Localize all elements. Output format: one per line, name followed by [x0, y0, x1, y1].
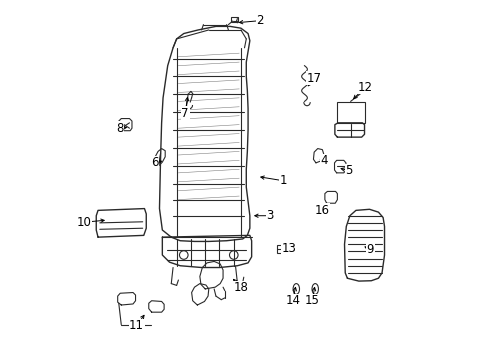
- Text: 7: 7: [181, 107, 188, 120]
- Text: 1: 1: [279, 174, 286, 187]
- Text: 15: 15: [305, 294, 319, 307]
- Bar: [230, 17, 238, 22]
- Bar: [277, 246, 287, 253]
- Text: 6: 6: [150, 156, 158, 169]
- Text: 5: 5: [345, 164, 352, 177]
- Text: 9: 9: [366, 243, 373, 256]
- Bar: [336, 102, 364, 123]
- Text: 13: 13: [281, 242, 296, 255]
- Text: 4: 4: [320, 154, 327, 167]
- Text: 8: 8: [116, 122, 123, 135]
- Text: 11: 11: [129, 319, 144, 332]
- Text: 2: 2: [256, 14, 263, 27]
- Text: 18: 18: [233, 282, 248, 294]
- Text: 16: 16: [314, 204, 329, 217]
- Text: 12: 12: [357, 81, 372, 94]
- Text: 3: 3: [266, 209, 273, 222]
- Text: 17: 17: [305, 72, 321, 85]
- Text: 10: 10: [77, 216, 92, 229]
- Text: 14: 14: [285, 294, 300, 307]
